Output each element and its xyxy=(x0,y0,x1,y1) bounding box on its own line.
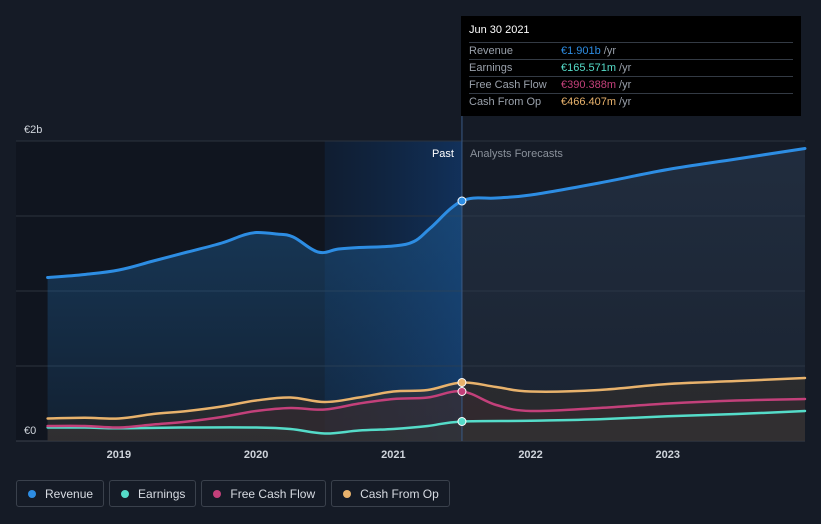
area-revenue-past xyxy=(47,201,462,441)
legend-item-revenue[interactable]: Revenue xyxy=(16,480,105,507)
tooltip-label: Earnings xyxy=(469,62,513,74)
legend: Revenue Earnings Free Cash Flow Cash Fro… xyxy=(16,480,450,509)
tooltip-unit: /yr xyxy=(603,45,616,57)
legend-dot-icon xyxy=(343,489,352,498)
legend-label: Earnings xyxy=(138,486,186,501)
legend-item-free-cash-flow[interactable]: Free Cash Flow xyxy=(201,480,327,507)
tooltip-value: €1.901b xyxy=(561,45,601,57)
tooltip-date: Jun 30 2021 xyxy=(469,24,530,36)
tooltip-unit: /yr xyxy=(619,79,632,91)
tooltip-row-free-cash-flow: Free Cash Flow €390.388m /yr xyxy=(469,76,793,93)
x-tick-label: 2019 xyxy=(107,449,131,461)
legend-dot-icon xyxy=(28,489,36,498)
x-tick-label: 2021 xyxy=(381,449,405,461)
tooltip-unit: /yr xyxy=(619,96,632,108)
tooltip: Jun 30 2021 Revenue €1.901b /yr Earnings… xyxy=(461,16,801,116)
tooltip-label: Revenue xyxy=(469,45,514,57)
tooltip-row-earnings: Earnings €165.571m /yr xyxy=(469,59,793,76)
area-revenue-forecast xyxy=(461,148,805,441)
legend-item-cash-from-op[interactable]: Cash From Op xyxy=(331,480,450,507)
tooltip-value: €466.407m xyxy=(561,96,617,108)
y-tick-label-zero: €0 xyxy=(24,425,36,437)
forecast-label: Analysts Forecasts xyxy=(470,148,563,160)
legend-item-earnings[interactable]: Earnings xyxy=(109,480,197,507)
x-tick-label: 2022 xyxy=(518,449,542,461)
x-tick-label: 2020 xyxy=(244,449,268,461)
point-free-cash-flow xyxy=(457,387,467,396)
area-earnings xyxy=(47,411,806,441)
area-cash-from-op xyxy=(47,378,806,441)
past-label: Past xyxy=(432,148,454,160)
line-earnings xyxy=(46,409,807,435)
point-cash-from-op xyxy=(457,378,467,387)
line-revenue xyxy=(46,147,807,279)
y-tick-label-top: €2b xyxy=(24,124,42,136)
tooltip-unit: /yr xyxy=(619,62,632,74)
tooltip-value: €390.388m xyxy=(561,79,617,91)
legend-label: Free Cash Flow xyxy=(230,486,316,501)
tooltip-row-cash-from-op: Cash From Op €466.407m /yr xyxy=(469,93,793,110)
line-cash-from-op xyxy=(46,376,807,420)
legend-label: Revenue xyxy=(45,486,94,501)
legend-label: Cash From Op xyxy=(360,486,439,501)
tooltip-label: Free Cash Flow xyxy=(469,79,547,91)
legend-dot-icon xyxy=(213,489,222,498)
point-earnings xyxy=(457,417,467,426)
tooltip-label: Cash From Op xyxy=(469,96,542,108)
line-free-cash-flow xyxy=(46,390,807,429)
point-revenue xyxy=(457,196,467,206)
tooltip-row-revenue: Revenue €1.901b /yr xyxy=(469,42,793,59)
tooltip-value: €165.571m xyxy=(561,62,617,74)
legend-dot-icon xyxy=(121,489,130,498)
x-tick-label: 2023 xyxy=(656,449,680,461)
